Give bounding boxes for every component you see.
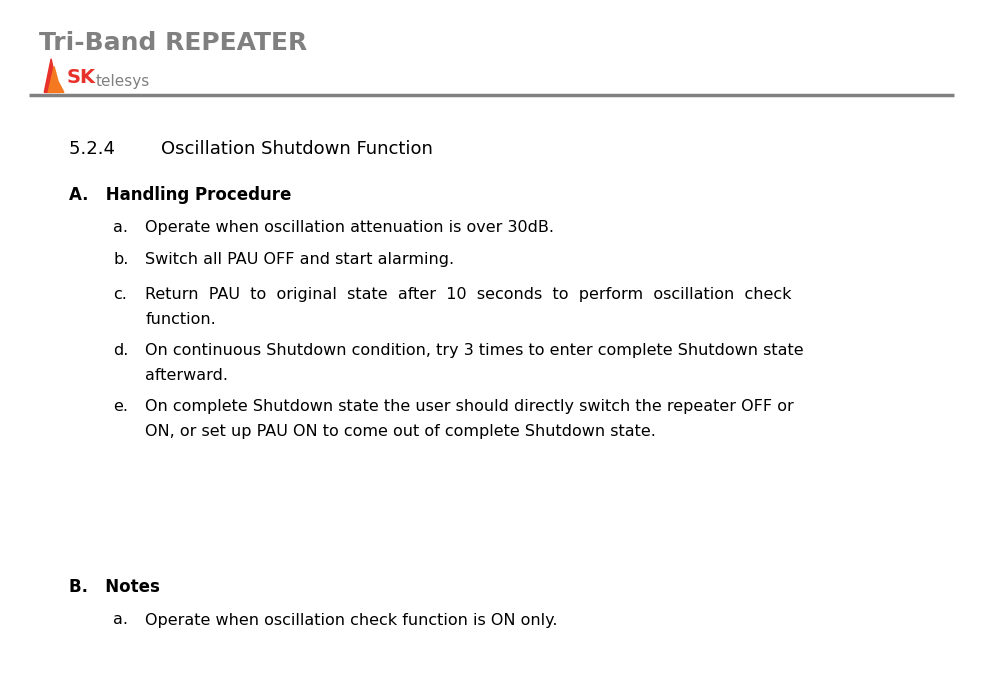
Text: c.: c.	[113, 287, 127, 302]
Text: B.   Notes: B. Notes	[69, 578, 159, 596]
Polygon shape	[48, 66, 64, 92]
Text: On complete Shutdown state the user should directly switch the repeater OFF or
O: On complete Shutdown state the user shou…	[145, 399, 794, 439]
Text: d.: d.	[113, 343, 129, 358]
Text: Tri-Band REPEATER: Tri-Band REPEATER	[39, 32, 308, 55]
Text: e.: e.	[113, 399, 128, 414]
Polygon shape	[44, 59, 60, 92]
Text: a.: a.	[113, 220, 128, 235]
Text: b.: b.	[113, 252, 129, 267]
Text: A.   Handling Procedure: A. Handling Procedure	[69, 186, 291, 204]
Text: 5.2.4        Oscillation Shutdown Function: 5.2.4 Oscillation Shutdown Function	[69, 140, 433, 158]
Text: On continuous Shutdown condition, try 3 times to enter complete Shutdown state
a: On continuous Shutdown condition, try 3 …	[145, 343, 804, 383]
Text: a.: a.	[113, 612, 128, 627]
Text: Switch all PAU OFF and start alarming.: Switch all PAU OFF and start alarming.	[145, 252, 454, 267]
Text: Return  PAU  to  original  state  after  10  seconds  to  perform  oscillation  : Return PAU to original state after 10 se…	[145, 287, 792, 327]
Text: Operate when oscillation check function is ON only.: Operate when oscillation check function …	[145, 612, 558, 627]
Text: telesys: telesys	[95, 74, 149, 89]
Text: SK: SK	[67, 68, 96, 87]
Text: Operate when oscillation attenuation is over 30dB.: Operate when oscillation attenuation is …	[145, 220, 554, 235]
